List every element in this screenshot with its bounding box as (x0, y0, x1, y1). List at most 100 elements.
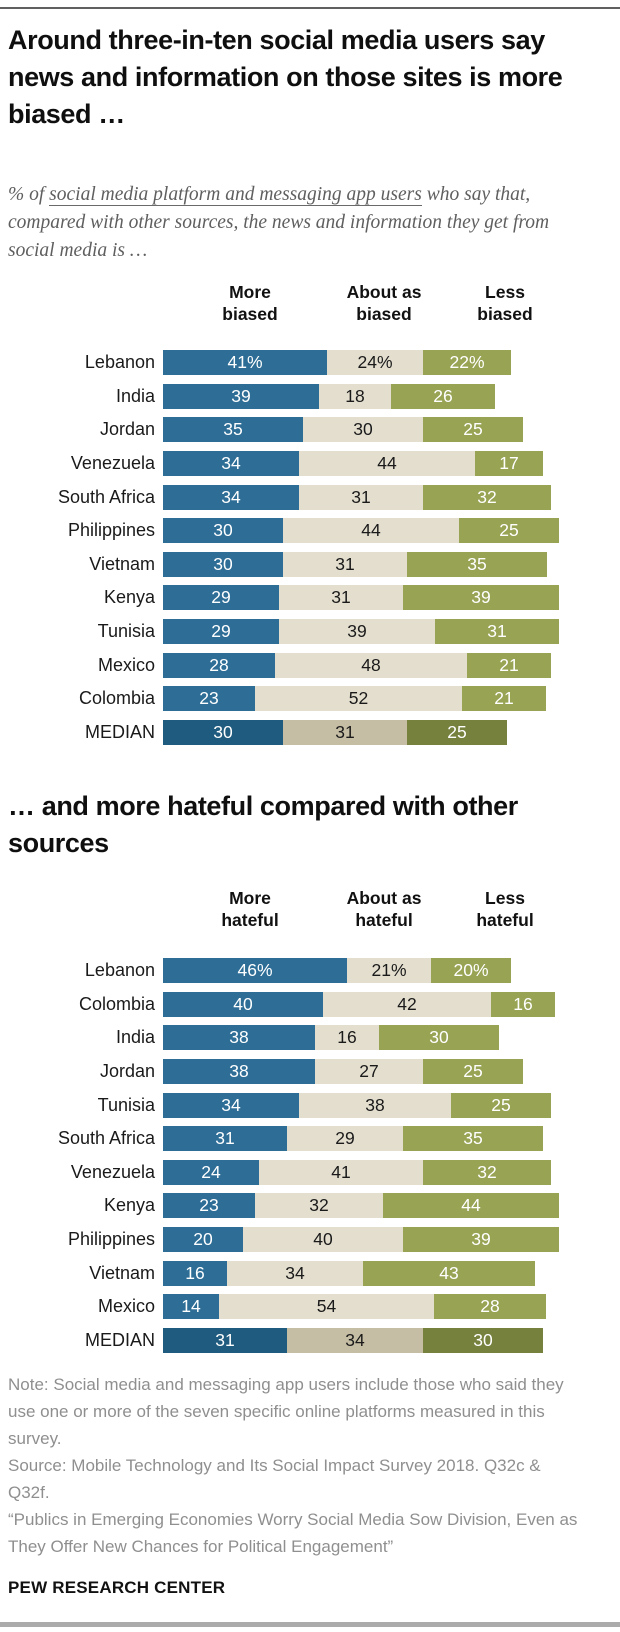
bar-segment: 21% (347, 958, 431, 983)
chart-row-vietnam: Vietnam 16 34 43 (0, 1260, 620, 1286)
chart-row-lebanon: Lebanon 46% 21% 20% (0, 958, 620, 983)
stacked-bar: 39 18 26 (163, 383, 495, 409)
category-label: Tunisia (97, 621, 155, 642)
column-header-about-as-biased: About as biased (346, 282, 422, 324)
bar-segment: 31 (283, 551, 407, 577)
bar-segment: 44 (383, 1193, 559, 1219)
stacked-bar: 24 41 32 (163, 1159, 551, 1185)
stacked-bar: 38 27 25 (163, 1058, 523, 1084)
category-label: Mexico (97, 654, 155, 675)
chart-row-south-africa: South Africa 31 29 35 (0, 1126, 620, 1152)
bar-segment: 31 (163, 1328, 287, 1354)
chart-row-jordan: Jordan 35 30 25 (0, 417, 620, 443)
subtitle-suffix: who say that, compared with other source… (8, 184, 550, 261)
chart-row-mexico: Mexico 28 48 21 (0, 652, 620, 678)
subtitle-prefix: % of (8, 184, 50, 205)
bar-segment: 34 (163, 484, 299, 510)
bar-segment: 39 (279, 619, 435, 645)
bar-segment: 24% (327, 350, 423, 375)
bar-segment: 29 (287, 1126, 403, 1152)
bar-segment: 38 (299, 1092, 451, 1118)
bar-segment: 35 (403, 1126, 543, 1152)
column-header-less-hateful: Less hateful (476, 888, 534, 930)
category-label: India (115, 385, 155, 406)
category-label: MEDIAN (84, 722, 155, 743)
category-label: Tunisia (97, 1094, 155, 1115)
chart-row-philippines: Philippines 30 44 25 (0, 518, 620, 544)
chart-row-colombia: Colombia 40 42 16 (0, 991, 620, 1017)
bar-segment: 30 (303, 417, 423, 443)
chart-title-hateful: … and more hateful compared with other s… (8, 791, 518, 858)
bar-segment: 24 (163, 1159, 259, 1185)
chart-row-india: India 39 18 26 (0, 383, 620, 409)
chart-row-lebanon: Lebanon 41% 24% 22% (0, 350, 620, 375)
bar-segment: 16 (491, 991, 555, 1017)
stacked-bar: 41% 24% 22% (163, 350, 511, 375)
chart-row-kenya: Kenya 29 31 39 (0, 585, 620, 611)
stacked-bar: 23 52 21 (163, 686, 546, 712)
bar-segment: 31 (299, 484, 423, 510)
bar-segment: 25 (459, 518, 559, 544)
chart-row-south-africa: South Africa 34 31 32 (0, 484, 620, 510)
bar-segment: 29 (163, 585, 279, 611)
category-label: Kenya (103, 587, 155, 608)
chart-row-median: MEDIAN 30 31 25 (0, 720, 620, 746)
bar-segment: 32 (423, 1159, 551, 1185)
report-title-text: “Publics in Emerging Economies Worry Soc… (8, 1510, 578, 1556)
column-header-more-biased: More biased (222, 282, 278, 324)
bar-segment: 26 (391, 383, 495, 409)
bar-segment: 21 (467, 652, 551, 678)
category-label: Jordan (99, 419, 155, 440)
bar-segment: 40 (243, 1227, 403, 1253)
stacked-bar: 28 48 21 (163, 652, 551, 678)
chart-row-tunisia: Tunisia 34 38 25 (0, 1092, 620, 1118)
category-label: South Africa (57, 1128, 155, 1149)
bar-segment: 28 (163, 652, 275, 678)
column-header-more-hateful: More hateful (221, 888, 279, 930)
bar-segment: 34 (163, 450, 299, 476)
top-divider (0, 7, 620, 9)
chart-row-jordan: Jordan 38 27 25 (0, 1058, 620, 1084)
bar-segment: 34 (163, 1092, 299, 1118)
source-text: Source: Mobile Technology and Its Social… (8, 1456, 541, 1502)
category-label: Philippines (67, 520, 155, 541)
bar-segment: 30 (163, 551, 283, 577)
stacked-bar: 31 29 35 (163, 1126, 543, 1152)
bar-segment: 40 (163, 991, 323, 1017)
chart-row-tunisia: Tunisia 29 39 31 (0, 619, 620, 645)
bar-segment: 41% (163, 350, 327, 375)
stacked-bar: 29 31 39 (163, 585, 559, 611)
column-headers-biased: More biased About as biased Less biased (0, 281, 620, 341)
stacked-bar: 16 34 43 (163, 1260, 535, 1286)
footnotes: Note: Social media and messaging app use… (8, 1371, 586, 1560)
chart-subtitle: % of social media platform and messaging… (8, 181, 600, 265)
category-label: Colombia (78, 688, 155, 709)
chart-row-kenya: Kenya 23 32 44 (0, 1193, 620, 1219)
bar-segment: 20 (163, 1227, 243, 1253)
bar-segment: 25 (423, 1058, 523, 1084)
category-label: Venezuela (70, 1161, 155, 1182)
bar-segment: 31 (435, 619, 559, 645)
stacked-bar: 34 44 17 (163, 450, 543, 476)
bar-segment: 17 (475, 450, 543, 476)
bar-segment: 31 (279, 585, 403, 611)
bar-segment: 48 (275, 652, 467, 678)
bar-segment: 54 (219, 1294, 434, 1320)
bar-segment: 43 (363, 1260, 535, 1286)
stacked-bar: 23 32 44 (163, 1193, 559, 1219)
bar-segment: 32 (255, 1193, 383, 1219)
bar-segment: 25 (407, 720, 507, 746)
bar-segment: 30 (423, 1328, 543, 1354)
category-label: Philippines (67, 1229, 155, 1250)
category-label: Jordan (99, 1060, 155, 1081)
bar-segment: 25 (423, 417, 523, 443)
chart-row-venezuela: Venezuela 34 44 17 (0, 450, 620, 476)
category-label: Lebanon (84, 352, 155, 372)
category-label: Kenya (103, 1195, 155, 1216)
bar-segment: 29 (163, 619, 279, 645)
bar-segment: 44 (299, 450, 475, 476)
bar-segment: 38 (163, 1025, 315, 1051)
bar-segment: 28 (434, 1294, 546, 1320)
bar-segment: 42 (323, 991, 491, 1017)
category-label: Lebanon (84, 960, 155, 980)
